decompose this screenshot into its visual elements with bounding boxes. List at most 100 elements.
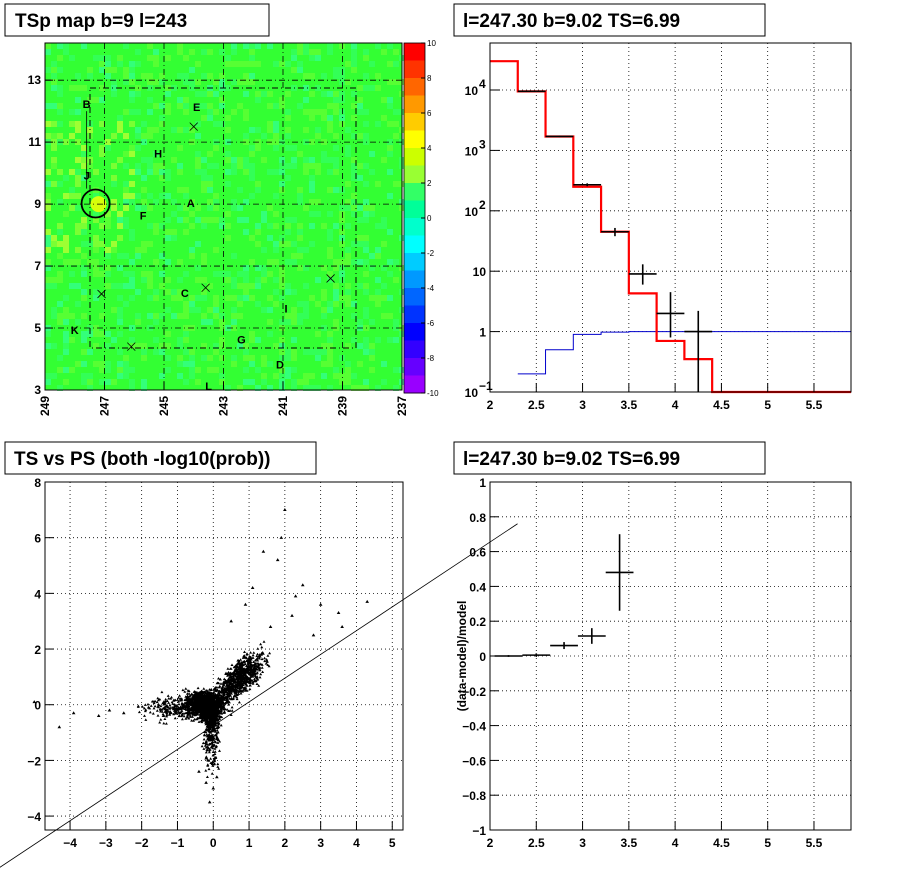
scatter-point [261,549,266,553]
tsmap-cell [321,349,327,355]
tsmap-cell [363,163,369,169]
scatter-point [300,583,305,587]
tsmap-cell [297,265,303,271]
tsmap-title-box [4,3,270,37]
tsmap-cell [345,127,351,133]
tsmap-cell [327,49,333,55]
tsmap-cell [201,73,207,79]
tsmap-cell [93,289,99,295]
tsmap-cell [111,247,117,253]
tsmap-cell [195,61,201,67]
tsmap-cell [315,331,321,337]
residual-xtick-label: 5.5 [806,836,823,850]
tsmap-cell [147,157,153,163]
tsmap-cell [183,331,189,337]
tsmap-cell [75,169,81,175]
tsmap-cell [207,307,213,313]
scatter-xtick-label: −1 [171,836,185,850]
tsmap-cell [123,223,129,229]
tsmap-cell [189,247,195,253]
tsmap-cell [57,103,63,109]
tsmap-cell [45,241,51,247]
residual-panel: 2 2.5 3 3.5 4 4.5 5 5.5 −1 −0.8 −0.6 −0.4 −0.2 0 0.2 0.… [453,441,852,850]
tsmap-cell [117,283,123,289]
tsmap-cell [45,181,51,187]
tsmap-cell [141,349,147,355]
tsmap-cell [273,211,279,217]
tsmap-cell [351,103,357,109]
tsmap-cell [279,367,285,373]
tsmap-cell [267,295,273,301]
tsmap-cell [243,265,249,271]
tsmap-cell [153,127,159,133]
tsmap-cell [291,157,297,163]
tsmap-cell [297,193,303,199]
tsmap-cell [177,163,183,169]
tsmap-cell [255,61,261,67]
tsmap-cell [189,361,195,367]
tsmap-cell [117,235,123,241]
tsmap-cell [327,43,333,49]
tsmap-cell [159,175,165,181]
tsmap-cell [159,223,165,229]
tsmap-cell [261,271,267,277]
tsmap-source-label: H [154,149,162,161]
colorbar-tick-label: 2 [427,179,432,188]
tsmap-cell [99,61,105,67]
tsmap-cell [321,361,327,367]
tsmap-cell [69,337,75,343]
tsmap-cell [327,103,333,109]
tsmap-cells [45,43,405,391]
tsmap-cell [333,73,339,79]
tsmap-cell [321,265,327,271]
tsmap-cell [93,343,99,349]
tsmap-cell [189,349,195,355]
tsmap-cell [357,85,363,91]
spectrum-xtick-label: 2 [487,398,494,412]
tsmap-cell [363,271,369,277]
tsmap-cell [321,109,327,115]
tsmap-cell [177,217,183,223]
tsmap-cell [381,361,387,367]
tsmap-cell [177,205,183,211]
tsmap-cross-marker [126,342,136,351]
tsmap-cell [357,97,363,103]
tsmap-cell [321,343,327,349]
tsmap-cell [189,127,195,133]
tsmap-cell [75,205,81,211]
tsmap-cell [357,205,363,211]
tsmap-cell [201,259,207,265]
tsmap-cell [141,139,147,145]
tsmap-cell [195,133,201,139]
tsmap-cell [231,277,237,283]
tsmap-cell [231,253,237,259]
tsmap-cell [183,271,189,277]
residual-xtick-label: 3.5 [621,836,638,850]
tsmap-cell [387,103,393,109]
tsmap-cell [249,295,255,301]
tsmap-cell [129,97,135,103]
tsmap-cell [219,49,225,55]
tsmap-cell [309,373,315,379]
tsmap-cell [387,229,393,235]
tsmap-cell [357,163,363,169]
spectrum-xtick-label: 3 [579,398,586,412]
spectrum-series [490,60,851,394]
tsmap-cell [105,331,111,337]
tsmap-cell [105,139,111,145]
tsmap-cell [333,367,339,373]
tsmap-cell [297,43,303,49]
tsmap-cell [279,235,285,241]
tsmap-cell [201,343,207,349]
tsmap-cell [309,187,315,193]
tsmap-cell [309,241,315,247]
tsmap-cell [153,229,159,235]
tsmap-cell [213,193,219,199]
spectrum-ytick-exponent: 4 [479,77,486,91]
tsmap-cell [45,265,51,271]
tsmap-cell [255,145,261,151]
tsmap-cell [363,217,369,223]
tsmap-cell [207,217,213,223]
tsmap-cell [213,145,219,151]
tsmap-cell [213,307,219,313]
